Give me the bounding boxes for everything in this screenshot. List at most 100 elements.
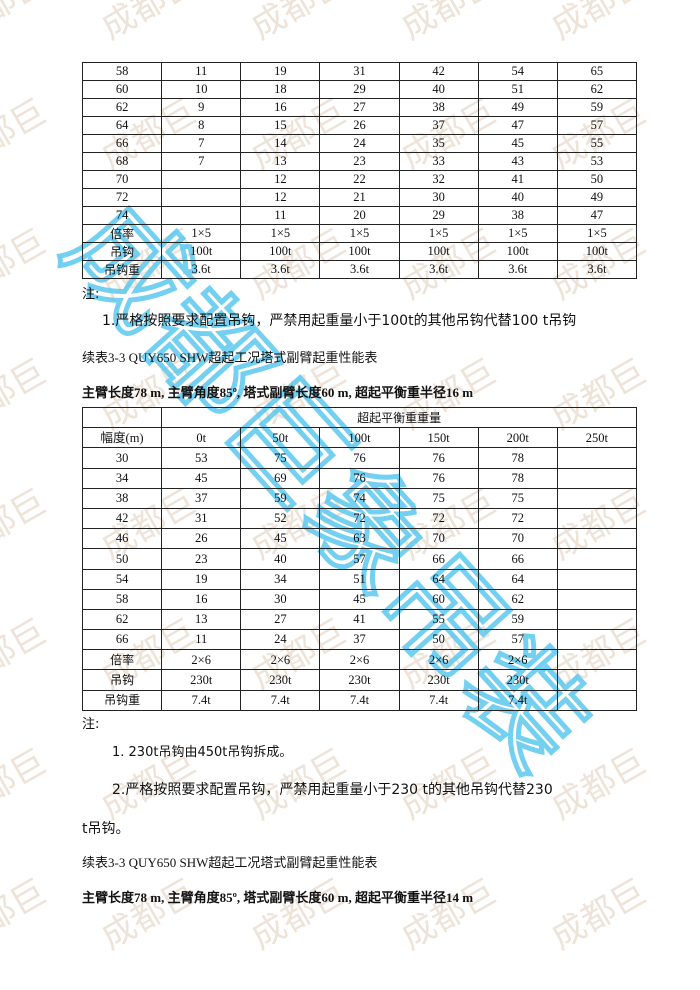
- section-title: 续表3-3 QUY650 SHW超起工况塔式副臂起重性能表: [82, 350, 378, 365]
- value-cell: 22: [319, 170, 400, 189]
- value-cell: 45: [161, 467, 242, 489]
- value-cell: 47: [556, 206, 638, 225]
- value-cell: 64: [477, 568, 558, 590]
- value-cell: 27: [240, 608, 321, 631]
- value-cell: 30: [240, 588, 321, 610]
- value-cell: 75: [240, 447, 321, 469]
- value-cell: 35: [398, 134, 479, 153]
- background-watermark-text: 成都巨: [695, 0, 700, 48]
- background-watermark-text: 成都巨: [95, 0, 203, 48]
- value-cell: 34: [240, 568, 321, 590]
- note-label: 注:: [82, 287, 100, 302]
- value-cell: 230t: [319, 669, 400, 691]
- table-row: 吊钩 230t 230t 230t 230t 230t: [81, 669, 638, 691]
- table-row: 42 31 52 72 72 72: [81, 507, 638, 530]
- column-header: 200t: [477, 427, 558, 449]
- value-cell: 70: [477, 528, 558, 550]
- value-cell: 76: [319, 467, 400, 489]
- value-cell: 41: [477, 170, 558, 189]
- value-cell: 72: [398, 507, 479, 530]
- value-cell: 52: [240, 507, 321, 530]
- value-cell: 11: [161, 62, 242, 81]
- value-cell: 47: [477, 116, 558, 135]
- value-cell: 40: [477, 188, 558, 207]
- value-cell: 1×5: [240, 224, 321, 243]
- value-cell: 3.6t: [319, 260, 400, 279]
- column-header: 50t: [240, 427, 321, 449]
- value-cell: 29: [398, 206, 479, 225]
- value-cell: 57: [556, 116, 638, 135]
- row-label-cell: 58: [81, 62, 163, 81]
- value-cell: 16: [240, 98, 321, 117]
- value-cell: 49: [477, 98, 558, 117]
- value-cell: 63: [319, 528, 400, 550]
- value-cell: 21: [319, 188, 400, 207]
- table-row: 30 53 75 76 76 78: [81, 447, 638, 469]
- column-header: 0t: [161, 427, 242, 449]
- row-label-cell: 62: [81, 608, 163, 631]
- note-label: 注:: [82, 717, 100, 732]
- table-row: 72 12 21 30 40 49: [81, 188, 638, 207]
- value-cell: 59: [556, 98, 638, 117]
- row-label-cell: 倍率: [81, 224, 163, 243]
- value-cell: 51: [477, 80, 558, 99]
- value-cell: 1×5: [161, 224, 242, 243]
- value-cell: 24: [319, 134, 400, 153]
- table-row: 吊钩重 7.4t 7.4t 7.4t 7.4t 7.4t: [81, 689, 638, 711]
- value-cell: 40: [398, 80, 479, 99]
- column-header: 幅度(m): [81, 427, 163, 449]
- row-label-cell: 54: [81, 568, 163, 590]
- table-row: 66 7 14 24 35 45 55: [81, 134, 638, 153]
- value-cell: 57: [477, 629, 558, 651]
- value-cell: 24: [240, 629, 321, 651]
- value-cell: 19: [240, 62, 321, 81]
- value-cell: 100t: [477, 242, 558, 261]
- value-cell: 16: [161, 588, 242, 610]
- value-cell: 65: [556, 62, 638, 81]
- background-watermark-text: 成都巨: [0, 612, 53, 698]
- row-label-cell: 66: [81, 629, 163, 651]
- value-cell: [556, 548, 638, 570]
- value-cell: 70: [398, 528, 479, 550]
- value-cell: 7.4t: [477, 689, 558, 711]
- value-cell: 57: [319, 548, 400, 570]
- load-table-1: 58 11 19 31 42 54 65 60 10 18 29 40 51 62 62 9 16 27 38 49 5…: [81, 62, 638, 279]
- group-header: 超起平衡重重量: [161, 406, 637, 429]
- table-row: 58 11 19 31 42 54 65: [81, 62, 638, 81]
- value-cell: 100t: [240, 242, 321, 261]
- background-watermark-text: 成都巨: [695, 872, 700, 958]
- background-watermark-text: 成都巨: [0, 352, 53, 438]
- value-cell: 50: [556, 170, 638, 189]
- value-cell: 53: [556, 152, 638, 171]
- value-cell: 11: [161, 629, 242, 651]
- value-cell: 60: [398, 588, 479, 610]
- note-item: 2.严格按照要求配置吊钩，严禁用起重量小于230 t的其他吊钩代替230: [112, 782, 553, 798]
- value-cell: 9: [161, 98, 242, 117]
- background-watermark-text: 成都巨: [545, 0, 653, 48]
- value-cell: 76: [398, 447, 479, 469]
- value-cell: 100t: [398, 242, 479, 261]
- value-cell: 69: [240, 467, 321, 489]
- table-row: 倍率 1×5 1×5 1×5 1×5 1×5 1×5: [81, 224, 638, 243]
- value-cell: 59: [477, 608, 558, 631]
- value-cell: 26: [319, 116, 400, 135]
- table-row: 50 23 40 57 66 66: [81, 548, 638, 570]
- value-cell: 18: [240, 80, 321, 99]
- value-cell: 7.4t: [398, 689, 479, 711]
- row-label-cell: 66: [81, 134, 163, 153]
- value-cell: 3.6t: [240, 260, 321, 279]
- background-watermark-text: 成都巨: [695, 612, 700, 698]
- value-cell: 7: [161, 152, 242, 171]
- value-cell: 38: [477, 206, 558, 225]
- value-cell: [556, 588, 638, 610]
- value-cell: 2×6: [319, 649, 400, 671]
- background-watermark-text: 成都巨: [0, 0, 53, 48]
- row-label-cell: 34: [81, 467, 163, 489]
- value-cell: 3.6t: [556, 260, 638, 279]
- value-cell: 54: [477, 62, 558, 81]
- background-watermark-text: 成都巨: [545, 872, 653, 958]
- background-watermark-text: 成都巨: [395, 0, 503, 48]
- value-cell: 33: [398, 152, 479, 171]
- value-cell: [556, 447, 638, 469]
- value-cell: 20: [319, 206, 400, 225]
